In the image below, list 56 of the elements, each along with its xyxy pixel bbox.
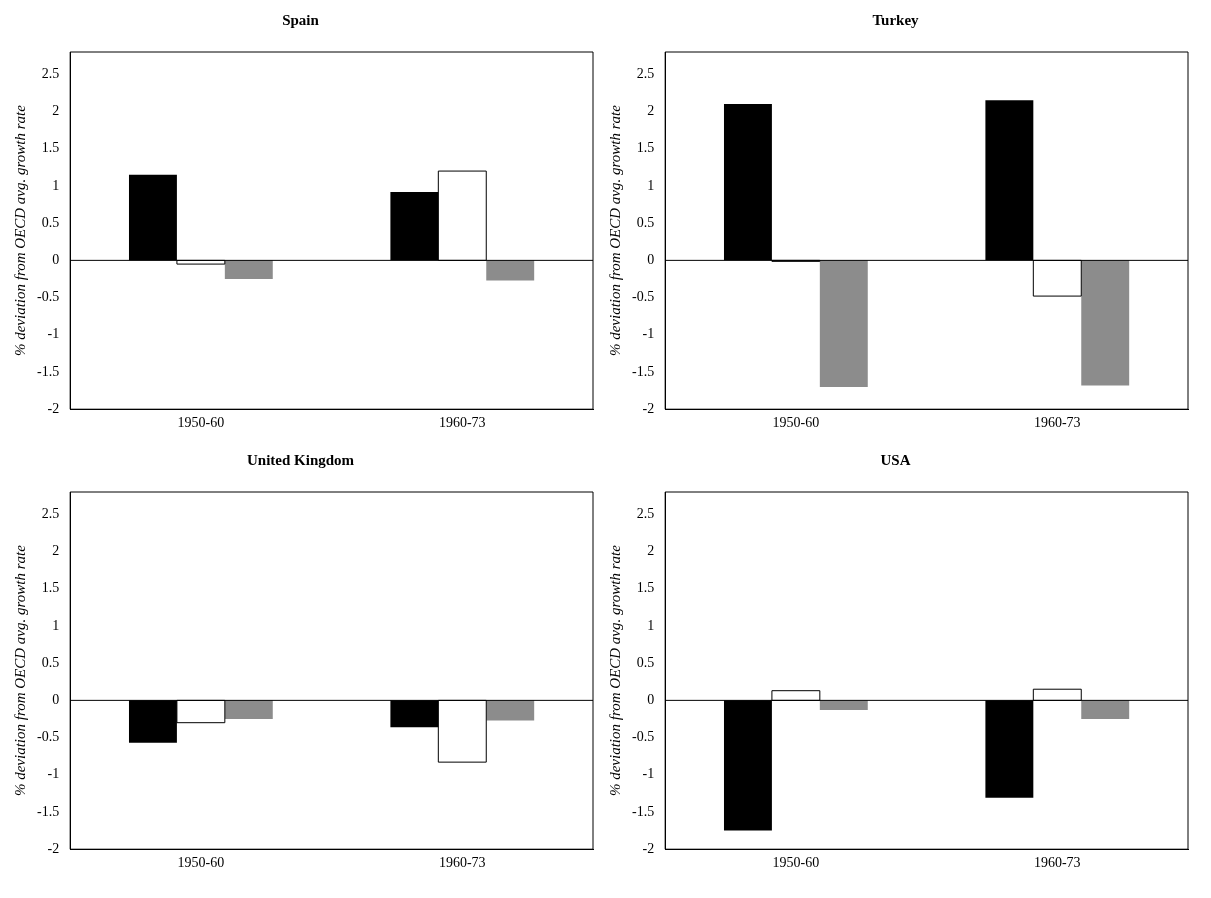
y-tick-label: -1 xyxy=(47,766,60,782)
y-tick-label: 1 xyxy=(52,617,60,633)
y-tick-label: 1 xyxy=(647,617,655,633)
y-tick-label: 0.5 xyxy=(636,654,655,670)
y-tick-label: 2 xyxy=(52,543,60,559)
y-tick-label: 1.5 xyxy=(636,140,655,156)
y-axis-title: % deviation from OECD avg. growth rate xyxy=(11,104,28,357)
y-tick-label: -1 xyxy=(47,326,60,342)
y-tick-label: -1 xyxy=(642,326,655,342)
y-tick-label: -1.5 xyxy=(631,363,655,379)
y-tick-label: 2.5 xyxy=(636,506,655,521)
y-tick-label: 0 xyxy=(52,692,60,708)
y-tick-label: -1.5 xyxy=(36,363,60,379)
y-tick-label: -1.5 xyxy=(36,803,60,819)
x-tick-label: 1960-73 xyxy=(438,855,486,871)
y-tick-label: 0.5 xyxy=(41,654,60,670)
chart-title: USA xyxy=(880,451,911,468)
x-tick-label: 1960-73 xyxy=(438,415,486,431)
y-axis-title: % deviation from OECD avg. growth rate xyxy=(11,544,28,797)
y-tick-label: 1 xyxy=(647,177,655,193)
y-tick-label: -1 xyxy=(642,766,655,782)
y-tick-label: 0 xyxy=(52,252,60,268)
y-tick-label: 2.5 xyxy=(41,66,60,81)
x-tick-label: 1960-73 xyxy=(1033,415,1081,431)
chart-title: Turkey xyxy=(872,11,920,28)
y-tick-label: 2 xyxy=(647,543,655,559)
x-tick-label: 1950-60 xyxy=(772,415,820,431)
chart-title: United Kingdom xyxy=(246,451,355,468)
y-tick-label: 2 xyxy=(52,103,60,119)
y-tick-label: -2 xyxy=(642,400,655,416)
y-tick-label: 2 xyxy=(647,103,655,119)
y-tick-label: 1.5 xyxy=(636,580,655,596)
x-tick-label: 1960-73 xyxy=(1033,855,1081,871)
y-tick-label: 2.5 xyxy=(636,66,655,81)
y-tick-label: 2.5 xyxy=(41,506,60,521)
y-tick-label: -2 xyxy=(47,840,60,856)
y-tick-label: -1.5 xyxy=(631,803,655,819)
x-tick-label: 1950-60 xyxy=(177,855,225,871)
chart-title: Spain xyxy=(282,11,320,28)
y-tick-label: -0.5 xyxy=(631,729,655,745)
y-tick-label: -0.5 xyxy=(36,729,60,745)
y-tick-label: -0.5 xyxy=(631,289,655,305)
y-tick-label: -2 xyxy=(47,400,60,416)
y-tick-label: 0 xyxy=(647,252,655,268)
y-tick-label: 0.5 xyxy=(636,214,655,230)
y-tick-label: -2 xyxy=(642,840,655,856)
y-tick-label: 1 xyxy=(52,177,60,193)
y-tick-label: 1.5 xyxy=(41,580,60,596)
y-tick-label: -0.5 xyxy=(36,289,60,305)
x-tick-label: 1950-60 xyxy=(177,415,225,431)
y-tick-label: 1.5 xyxy=(41,140,60,156)
y-tick-label: 0.5 xyxy=(41,214,60,230)
y-tick-label: 0 xyxy=(647,692,655,708)
y-axis-title: % deviation from OECD avg. growth rate xyxy=(606,544,623,797)
x-tick-label: 1950-60 xyxy=(772,855,820,871)
y-axis-title: % deviation from OECD avg. growth rate xyxy=(606,104,623,357)
